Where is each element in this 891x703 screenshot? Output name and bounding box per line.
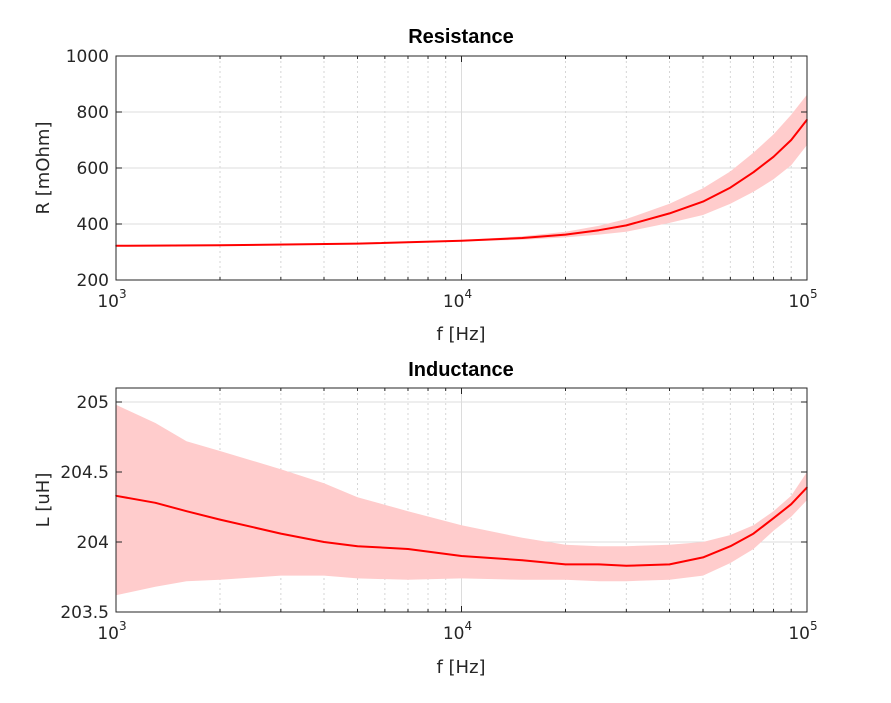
data-point <box>154 502 157 504</box>
y-tick-label: 200 <box>77 271 109 291</box>
mean-line <box>115 486 808 567</box>
inductance-x-tick-labels: 103 104 105 <box>97 619 817 644</box>
data-point <box>280 532 282 535</box>
data-point <box>752 532 755 535</box>
data-point <box>790 139 792 141</box>
inductance-tick-marks <box>115 388 807 613</box>
data-point <box>219 518 221 521</box>
x-tick-label: 104 <box>443 619 472 644</box>
data-point <box>460 555 463 557</box>
y-tick-label: 205 <box>77 393 109 413</box>
y-tick-label: 204 <box>77 533 109 553</box>
data-point <box>219 244 221 247</box>
inductance-plot-area <box>115 404 808 596</box>
resistance-y-tick-labels: 200 400 600 800 1000 <box>66 47 109 291</box>
data-point <box>772 517 775 519</box>
data-point <box>752 171 755 173</box>
inductance-x-axis-label: f [Hz] <box>436 657 485 678</box>
y-tick-label: 600 <box>77 159 109 179</box>
data-point <box>564 563 567 566</box>
y-tick-label: 204.5 <box>60 463 109 483</box>
data-point <box>625 224 628 227</box>
data-point <box>521 237 524 239</box>
inductance-y-tick-labels: 203.5 204 204.5 205 <box>60 393 109 623</box>
data-point <box>564 233 567 236</box>
inductance-y-axis-label: L [uH] <box>33 473 54 528</box>
y-tick-label: 203.5 <box>60 603 109 623</box>
inductance-title: Inductance <box>408 359 514 381</box>
data-point <box>521 559 524 561</box>
data-point <box>702 556 704 559</box>
inductance-panel: Inductance 203.5 204 204.5 205 103 104 105 f … <box>33 359 818 678</box>
x-tick-label: 105 <box>788 287 817 312</box>
data-point <box>668 563 671 566</box>
y-tick-label: 1000 <box>66 47 109 67</box>
confidence-band <box>116 404 807 596</box>
data-point <box>729 186 732 189</box>
data-point <box>460 240 463 242</box>
resistance-y-axis-label: R [mOhm] <box>33 122 54 215</box>
x-tick-label: 103 <box>97 619 126 644</box>
data-point <box>729 545 732 547</box>
resistance-title: Resistance <box>408 26 514 48</box>
data-point <box>598 229 600 231</box>
resistance-panel: Resistance 200 400 600 800 1000 103 104 105 f … <box>33 26 818 345</box>
data-point <box>772 156 775 158</box>
y-tick-label: 800 <box>77 103 109 123</box>
resistance-tick-marks <box>115 55 807 281</box>
data-point <box>702 200 704 203</box>
data-point <box>356 242 359 245</box>
data-point <box>790 503 792 506</box>
y-tick-label: 400 <box>77 215 109 235</box>
data-point <box>598 563 600 566</box>
x-tick-label: 105 <box>788 619 817 644</box>
resistance-x-axis-label: f [Hz] <box>436 324 485 345</box>
data-point <box>323 541 325 543</box>
data-point <box>185 510 188 512</box>
data-point <box>356 545 359 547</box>
x-tick-label: 103 <box>97 287 126 312</box>
resistance-x-tick-labels: 103 104 105 <box>97 287 817 312</box>
data-point <box>668 212 671 215</box>
data-point <box>625 565 628 567</box>
data-point <box>407 548 409 550</box>
x-tick-label: 104 <box>443 287 472 312</box>
